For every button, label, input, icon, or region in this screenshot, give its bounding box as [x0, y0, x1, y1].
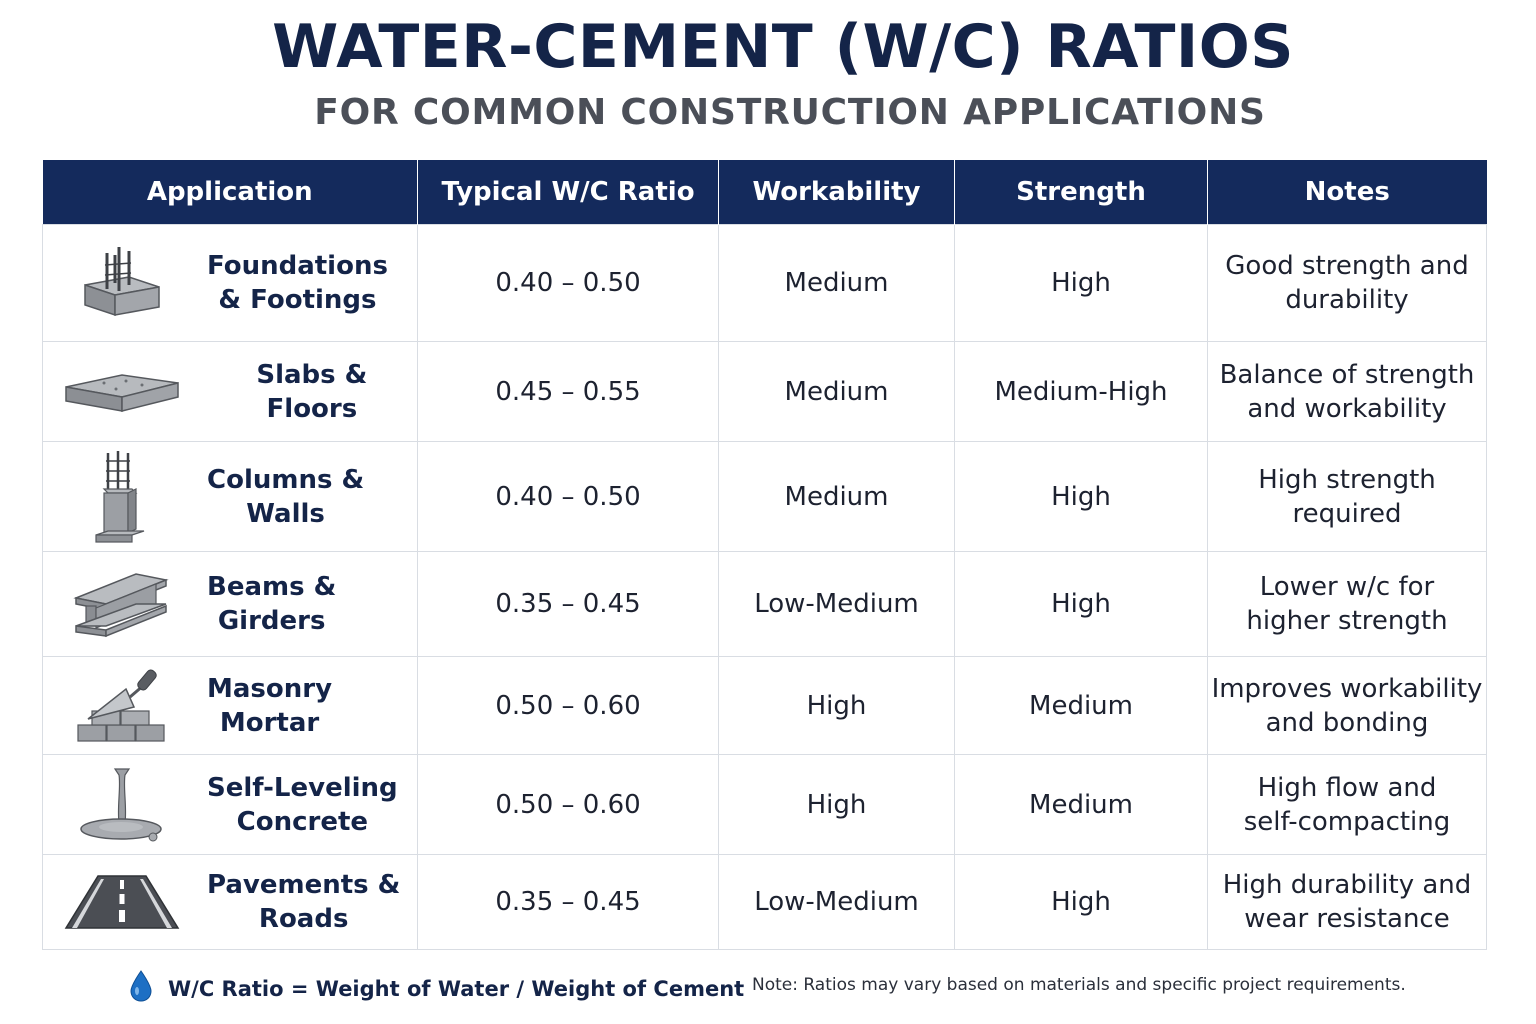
strength-cell: High	[954, 224, 1208, 342]
application-name: Slabs & Floors	[256, 359, 368, 424]
header-application: Application	[42, 160, 418, 225]
strength-cell: High	[954, 441, 1208, 552]
page-title: WATER-CEMENT (W/C) RATIOS	[272, 12, 1294, 82]
workability-cell: High	[718, 656, 955, 755]
application-name: Beams & Girders	[207, 572, 337, 636]
table-row: Self-Leveling Concrete 0.50 – 0.60 High …	[42, 754, 1487, 855]
table-row: Foundations & Footings 0.40 – 0.50 Mediu…	[42, 224, 1487, 342]
strength-cell: Medium-High	[954, 341, 1208, 442]
header-notes: Notes	[1207, 160, 1487, 225]
notes-cell: High flow and self-compacting	[1207, 754, 1487, 855]
foundation-icon	[63, 245, 181, 321]
ratio-cell: 0.40 – 0.50	[417, 441, 719, 552]
slab-icon	[63, 369, 181, 415]
beam-icon	[63, 568, 181, 640]
notes-cell: Improves workability and bonding	[1207, 656, 1487, 755]
notes-cell: Lower w/c for higher strength	[1207, 551, 1487, 657]
notes-cell: High durability and wear resistance	[1207, 854, 1487, 950]
column-icon	[63, 449, 181, 545]
page-subtitle: FOR COMMON CONSTRUCTION APPLICATIONS	[314, 92, 1266, 133]
application-name: Masonry Mortar	[207, 673, 333, 738]
ratio-cell: 0.45 – 0.55	[417, 341, 719, 442]
table-row: Pavements & Roads 0.35 – 0.45 Low-Medium…	[42, 854, 1487, 950]
wc-ratio-table: Application Typical W/C Ratio Workabilit…	[42, 160, 1487, 950]
water-drop-icon	[130, 970, 152, 1007]
notes-cell: Balance of strength and workability	[1207, 341, 1487, 442]
workability-cell: Medium	[718, 224, 955, 342]
formula-text: W/C Ratio = Weight of Water / Weight of …	[168, 976, 745, 1001]
header-ratio: Typical W/C Ratio	[417, 160, 719, 225]
workability-cell: Low-Medium	[718, 854, 955, 950]
workability-cell: Low-Medium	[718, 551, 955, 657]
table-header-row: Application Typical W/C Ratio Workabilit…	[42, 160, 1487, 225]
pour-icon	[63, 767, 181, 843]
table-row: Columns & Walls 0.40 – 0.50 Medium High …	[42, 441, 1487, 552]
header-workability: Workability	[718, 160, 955, 225]
notes-cell: Good strength and durability	[1207, 224, 1487, 342]
application-name: Pavements & Roads	[207, 870, 401, 934]
application-name: Self-Leveling Concrete	[207, 772, 398, 837]
ratio-cell: 0.35 – 0.45	[417, 854, 719, 950]
workability-cell: Medium	[718, 341, 955, 442]
ratio-cell: 0.50 – 0.60	[417, 656, 719, 755]
formula-footnote: W/C Ratio = Weight of Water / Weight of …	[130, 970, 744, 1007]
strength-cell: High	[954, 551, 1208, 657]
header-strength: Strength	[954, 160, 1208, 225]
workability-cell: Medium	[718, 441, 955, 552]
ratio-cell: 0.50 – 0.60	[417, 754, 719, 855]
ratio-cell: 0.40 – 0.50	[417, 224, 719, 342]
ratio-cell: 0.35 – 0.45	[417, 551, 719, 657]
road-icon	[63, 874, 181, 930]
strength-cell: Medium	[954, 656, 1208, 755]
table-row: Beams & Girders 0.35 – 0.45 Low-Medium H…	[42, 551, 1487, 657]
workability-cell: High	[718, 754, 955, 855]
table-row: Masonry Mortar 0.50 – 0.60 High Medium I…	[42, 656, 1487, 755]
strength-cell: High	[954, 854, 1208, 950]
table-row: Slabs & Floors 0.45 – 0.55 Medium Medium…	[42, 341, 1487, 442]
application-name: Columns & Walls	[207, 464, 365, 529]
trowel-bricks-icon	[63, 667, 181, 745]
strength-cell: Medium	[954, 754, 1208, 855]
application-name: Foundations & Footings	[207, 251, 388, 315]
footnote-text: Note: Ratios may vary based on materials…	[752, 975, 1406, 995]
notes-cell: High strength required	[1207, 441, 1487, 552]
